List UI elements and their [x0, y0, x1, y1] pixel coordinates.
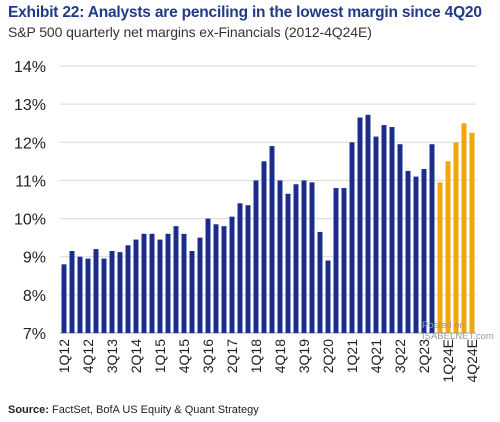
y-tick-label: 9% — [23, 250, 46, 267]
y-tick-label: 11% — [15, 173, 46, 190]
bar — [301, 180, 307, 333]
x-tick-label: 4Q12 — [80, 339, 96, 373]
x-tick-label: 1Q21 — [344, 339, 360, 373]
bar — [149, 233, 155, 333]
bar — [405, 170, 411, 333]
bar-estimate — [445, 161, 451, 333]
x-tick-label: 2Q14 — [128, 339, 144, 373]
y-tick-label: 7% — [23, 326, 46, 343]
bar — [349, 142, 355, 333]
source-label: Source: — [8, 404, 49, 416]
bar — [421, 168, 427, 333]
bar — [173, 226, 179, 333]
bar — [85, 258, 91, 333]
y-axis: 7% 8% 9% 10% 11% 12% 13% 14% — [14, 59, 46, 343]
y-tick-label: 12% — [14, 135, 46, 152]
bar — [221, 226, 227, 333]
bar — [181, 233, 187, 333]
bar — [93, 249, 99, 333]
bar-estimate — [469, 132, 475, 333]
chart-subtitle: S&P 500 quarterly net margins ex-Financi… — [8, 24, 372, 40]
bar — [373, 136, 379, 333]
bar — [133, 239, 139, 333]
bar — [397, 144, 403, 333]
bar — [309, 182, 315, 333]
y-tick-label: 14% — [14, 59, 46, 76]
bar — [189, 250, 195, 333]
x-tick-label: 1Q15 — [152, 339, 168, 373]
bar — [365, 114, 371, 333]
x-tick-label: 3Q22 — [392, 339, 408, 373]
bars — [61, 114, 475, 334]
bar — [333, 188, 339, 333]
x-tick-label: 2Q23 — [416, 339, 432, 373]
x-tick-label: 4Q21 — [368, 339, 384, 373]
chart-title: Exhibit 22: Analysts are penciling in th… — [8, 4, 482, 21]
bar — [261, 161, 267, 333]
x-axis: 1Q12 4Q12 3Q13 2Q14 1Q15 4Q15 3Q16 2Q17 1Q18 4Q18… — [56, 339, 480, 383]
x-tick-label: 2Q17 — [224, 339, 240, 373]
x-tick-label: 3Q19 — [296, 339, 312, 373]
bar — [69, 250, 75, 333]
bar — [341, 188, 347, 333]
bar — [197, 237, 203, 333]
bar — [245, 205, 251, 333]
watermark-line-2: ISABELNET.com — [422, 331, 494, 342]
bar-estimate — [461, 123, 467, 333]
bar — [277, 180, 283, 333]
bar — [357, 117, 363, 333]
x-tick-label: 2Q20 — [320, 339, 336, 373]
bar — [237, 203, 243, 333]
y-tick-label: 10% — [14, 212, 46, 229]
bar — [413, 176, 419, 333]
x-tick-label: 3Q13 — [104, 339, 120, 373]
bar — [229, 216, 235, 333]
x-tick-label: 4Q18 — [272, 339, 288, 373]
bar — [117, 252, 123, 333]
x-tick-label: 1Q18 — [248, 339, 264, 373]
watermark: Posted on ISABELNET.com — [422, 320, 494, 342]
bar — [101, 258, 107, 333]
x-tick-label: 1Q24E — [440, 339, 456, 383]
bar — [77, 256, 83, 333]
y-tick-label: 8% — [23, 288, 46, 305]
x-tick-label: 4Q24E — [464, 339, 480, 383]
bar — [125, 245, 131, 333]
bar — [429, 144, 435, 333]
bar — [293, 184, 299, 333]
x-tick-label: 1Q12 — [56, 339, 72, 373]
bar — [157, 239, 163, 333]
bar — [253, 180, 259, 333]
bar — [269, 146, 275, 333]
bar — [165, 233, 171, 333]
bar — [141, 233, 147, 333]
x-tick-label: 4Q15 — [176, 339, 192, 373]
bar — [389, 127, 395, 334]
bar-estimate — [453, 142, 459, 333]
watermark-line-1: Posted on — [422, 320, 465, 331]
source-text: FactSet, BofA US Equity & Quant Strategy — [52, 404, 259, 416]
bar — [317, 231, 323, 333]
bar — [205, 218, 211, 333]
bar — [285, 193, 291, 333]
y-tick-label: 13% — [14, 97, 46, 114]
bar — [109, 250, 115, 333]
bar — [381, 125, 387, 333]
bar — [325, 260, 331, 333]
x-tick-label: 3Q16 — [200, 339, 216, 373]
bar — [61, 264, 67, 333]
bar — [213, 224, 219, 333]
source-note: Source: FactSet, BofA US Equity & Quant … — [8, 404, 259, 416]
bar-estimate — [437, 182, 443, 333]
